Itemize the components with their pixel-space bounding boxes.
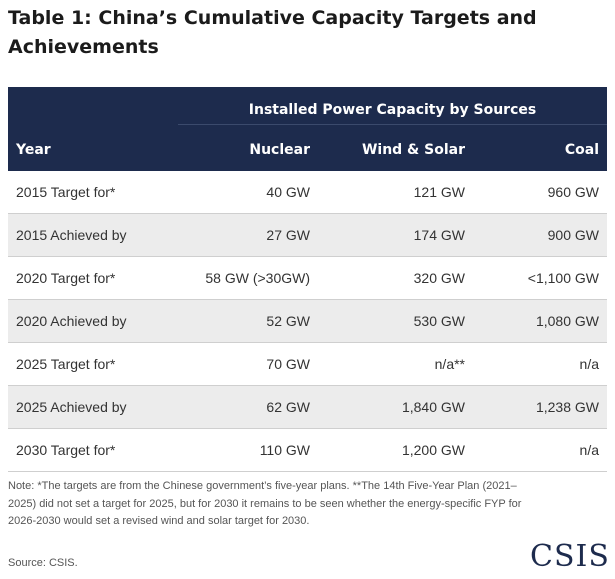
coal-cell: 1,238 GW (473, 385, 607, 429)
group-header-label: Installed Power Capacity by Sources (178, 102, 607, 125)
coal-cell: n/a (473, 428, 607, 472)
table-row: 2020 Target for* 58 GW (>30GW) 320 GW <1… (8, 256, 607, 300)
table-note: Note: *The targets are from the Chinese … (8, 480, 522, 528)
table-row: 2025 Target for* 70 GW n/a** n/a (8, 342, 607, 386)
wind-solar-cell: 1,840 GW (318, 385, 473, 429)
wind-solar-cell: n/a** (318, 342, 473, 386)
year-cell: 2015 Achieved by (8, 213, 178, 257)
year-cell: 2025 Achieved by (8, 385, 178, 429)
wind-solar-cell: 1,200 GW (318, 428, 473, 472)
capacity-table: Installed Power Capacity by Sources Year… (8, 87, 607, 472)
nuclear-cell: 40 GW (178, 171, 318, 214)
nuclear-cell: 70 GW (178, 342, 318, 386)
nuclear-cell: 58 GW (>30GW) (178, 256, 318, 300)
year-cell: 2025 Target for* (8, 342, 178, 386)
coal-cell: <1,100 GW (473, 256, 607, 300)
page-title: Table 1: China’s Cumulative Capacity Tar… (8, 7, 537, 58)
wind-solar-cell: 320 GW (318, 256, 473, 300)
column-header-year: Year (8, 129, 178, 171)
table-body: 2015 Target for* 40 GW 121 GW 960 GW 201… (8, 171, 607, 472)
column-header-nuclear: Nuclear (178, 129, 318, 171)
wind-solar-cell: 530 GW (318, 299, 473, 343)
column-header-row: Year Nuclear Wind & Solar Coal (8, 129, 607, 171)
group-header-cell: Installed Power Capacity by Sources (178, 87, 607, 129)
table-row: 2015 Achieved by 27 GW 174 GW 900 GW (8, 213, 607, 257)
wind-solar-cell: 121 GW (318, 171, 473, 214)
table-header: Installed Power Capacity by Sources Year… (8, 87, 607, 171)
nuclear-cell: 110 GW (178, 428, 318, 472)
coal-cell: 960 GW (473, 171, 607, 214)
year-cell: 2015 Target for* (8, 171, 178, 214)
nuclear-cell: 27 GW (178, 213, 318, 257)
group-header-spacer (8, 87, 178, 129)
coal-cell: n/a (473, 342, 607, 386)
nuclear-cell: 52 GW (178, 299, 318, 343)
group-header-row: Installed Power Capacity by Sources (8, 87, 607, 129)
wind-solar-cell: 174 GW (318, 213, 473, 257)
table-row: 2020 Achieved by 52 GW 530 GW 1,080 GW (8, 299, 607, 343)
table-row: 2015 Target for* 40 GW 121 GW 960 GW (8, 171, 607, 214)
table-row: 2025 Achieved by 62 GW 1,840 GW 1,238 GW (8, 385, 607, 429)
capacity-table-container: Installed Power Capacity by Sources Year… (8, 87, 607, 472)
year-cell: 2020 Achieved by (8, 299, 178, 343)
coal-cell: 900 GW (473, 213, 607, 257)
coal-cell: 1,080 GW (473, 299, 607, 343)
column-header-coal: Coal (473, 129, 607, 171)
table-row: 2030 Target for* 110 GW 1,200 GW n/a (8, 428, 607, 472)
nuclear-cell: 62 GW (178, 385, 318, 429)
column-header-wind-solar: Wind & Solar (318, 129, 473, 171)
csis-logo: CSIS (530, 539, 610, 574)
source-line: Source: CSIS. (8, 557, 78, 569)
year-cell: 2020 Target for* (8, 256, 178, 300)
year-cell: 2030 Target for* (8, 428, 178, 472)
